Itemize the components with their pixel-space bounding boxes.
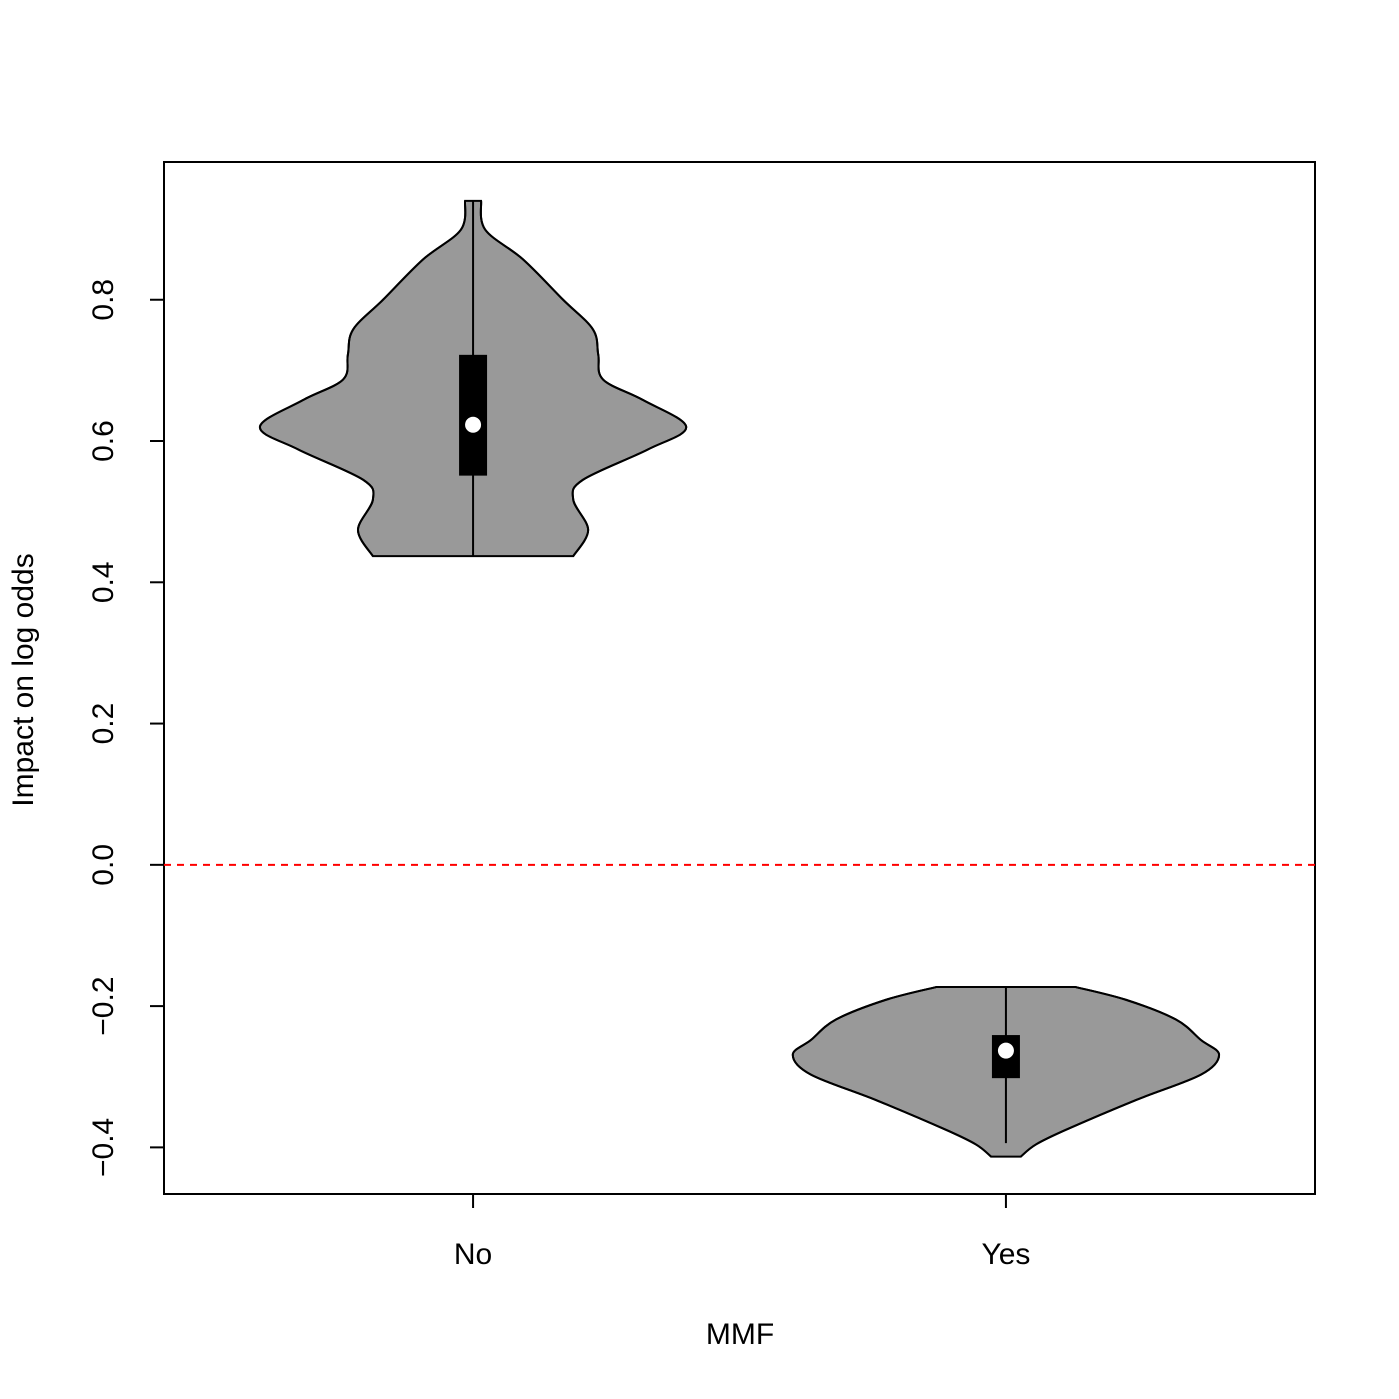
iqr-box	[459, 354, 488, 476]
y-tick-label: −0.2	[87, 976, 120, 1035]
y-tick-label: 0.2	[87, 703, 120, 745]
violin-outline	[1020, 986, 1221, 1158]
y-axis-title: Impact on log odds	[7, 553, 40, 807]
y-tick-label: 0.8	[87, 279, 120, 321]
x-tick-label: Yes	[981, 1238, 1030, 1271]
y-tick-label: −0.4	[87, 1118, 120, 1177]
y-tick-label: 0.0	[87, 844, 120, 886]
median	[465, 416, 482, 433]
violin-outline	[791, 986, 992, 1158]
x-axis-title: MMF	[706, 1318, 774, 1351]
x-tick-label: No	[454, 1238, 492, 1271]
y-tick-label: 0.4	[87, 561, 120, 603]
y-tick-label: 0.6	[87, 420, 120, 462]
median	[997, 1042, 1014, 1059]
violin-outline	[258, 200, 467, 557]
violin-outline	[479, 200, 688, 557]
